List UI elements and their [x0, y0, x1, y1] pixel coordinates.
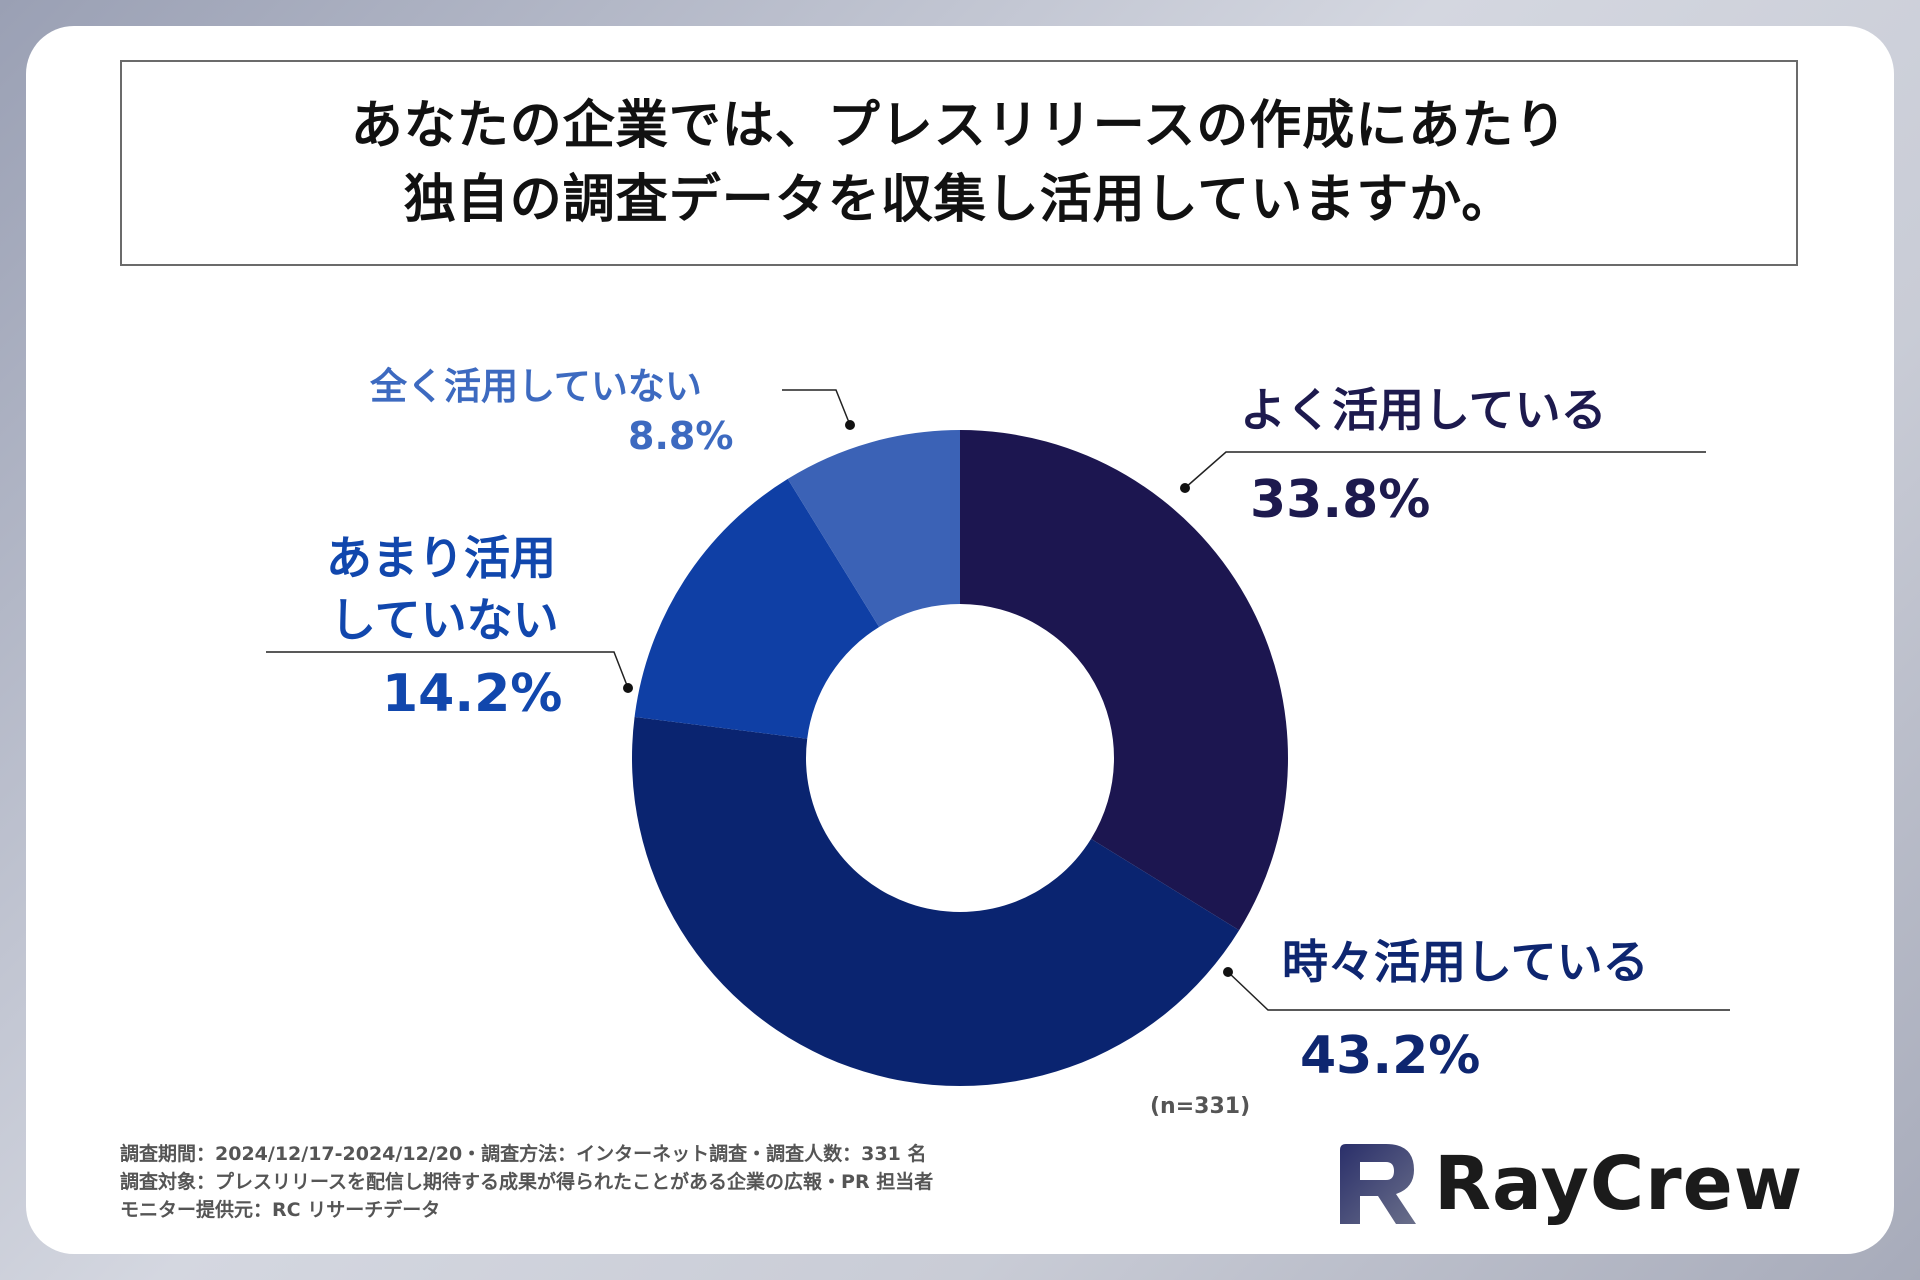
- slice-yoku: [960, 430, 1288, 931]
- sample-size-note: (n=331): [1150, 1094, 1251, 1119]
- leader-line-yoku: [1184, 451, 1706, 489]
- slice-tokidoki: [631, 716, 1240, 1086]
- footnote-period: 調査期間：2024/12/17-2024/12/20・調査方法：インターネット調…: [120, 1143, 927, 1165]
- value-label-amari: 14.2%: [382, 664, 563, 724]
- leader-dot-yoku: [1180, 483, 1190, 493]
- title-line-2: 独自の調査データを収集し活用していますか。: [403, 170, 1515, 230]
- leader-line-amari: [266, 651, 629, 689]
- raycrew-logo: RayCrew: [1330, 1136, 1803, 1232]
- title-line-1: あなたの企業では、プレスリリースの作成にあたり: [350, 96, 1568, 156]
- raycrew-logo-text: RayCrew: [1434, 1141, 1804, 1227]
- leader-dot-mattaku: [845, 420, 855, 430]
- footnote-source: モニター提供元：RC リサーチデータ: [120, 1199, 441, 1221]
- label-mattaku: 全く活用していない: [370, 365, 702, 408]
- slice-mattaku: [787, 430, 960, 627]
- label-amari-line1: あまり活用: [326, 531, 556, 585]
- value-label-tokidoki: 43.2%: [1300, 1026, 1481, 1086]
- leader-line-mattaku: [782, 389, 851, 426]
- value-label-mattaku: 8.8%: [628, 414, 734, 458]
- leader-line-tokidoki: [1227, 971, 1730, 1011]
- raycrew-logo-mark-icon: [1340, 1144, 1416, 1224]
- survey-footnotes: 調査期間：2024/12/17-2024/12/20・調査方法：インターネット調…: [120, 1140, 933, 1224]
- label-tokidoki: 時々活用している: [1282, 935, 1649, 989]
- slice-amari: [634, 478, 880, 739]
- label-yoku: よく活用している: [1240, 383, 1607, 437]
- title-box: あなたの企業では、プレスリリースの作成にあたり 独自の調査データを収集し活用して…: [120, 60, 1798, 266]
- value-label-yoku: 33.8%: [1250, 470, 1431, 530]
- leader-dot-tokidoki: [1223, 967, 1233, 977]
- footnote-target: 調査対象：プレスリリースを配信し期待する成果が得られたことがある企業の広報・PR…: [120, 1171, 934, 1193]
- leader-dot-amari: [623, 683, 633, 693]
- label-amari-line2: していない: [330, 593, 559, 647]
